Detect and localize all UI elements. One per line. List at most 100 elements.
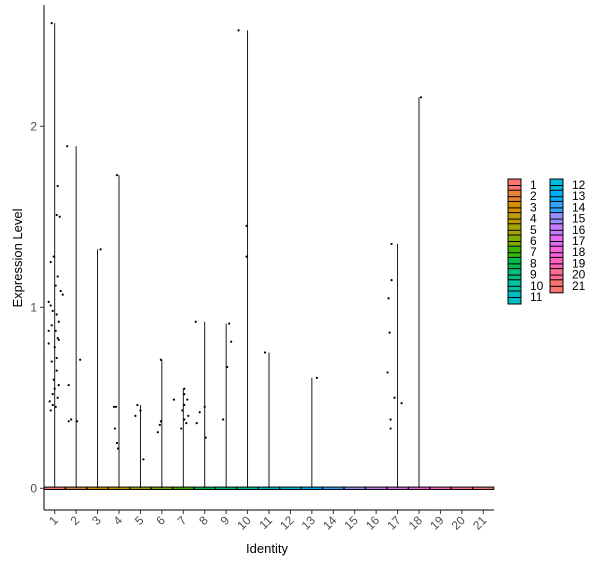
data-point	[389, 418, 392, 421]
legend-item-1: 1	[507, 178, 537, 193]
data-point	[57, 384, 60, 387]
data-point	[47, 300, 50, 303]
x-tick-label: 21	[470, 513, 490, 533]
data-point	[136, 403, 139, 407]
legend-label: 17	[572, 234, 586, 248]
data-point	[115, 441, 119, 445]
x-tick-label: 12	[277, 513, 297, 533]
data-point	[50, 22, 53, 25]
data-point	[181, 409, 184, 412]
data-point	[159, 358, 162, 361]
data-point	[228, 322, 231, 325]
data-point	[245, 224, 248, 227]
data-point	[263, 351, 267, 354]
legend-item-20: 20	[549, 268, 586, 283]
data-point	[53, 387, 56, 390]
data-point	[419, 96, 423, 99]
data-point	[56, 184, 59, 188]
x-axis-title: Identity	[246, 541, 288, 556]
data-point	[56, 336, 59, 340]
data-point	[76, 420, 79, 423]
data-point	[61, 293, 64, 296]
legend-item-19: 19	[549, 256, 586, 271]
data-point	[195, 422, 198, 425]
violin-group-20	[450, 486, 473, 490]
legend-item-10: 10	[507, 279, 544, 294]
violin-group-2	[65, 145, 88, 490]
x-tick-label: 5	[132, 513, 147, 528]
data-point	[99, 248, 102, 251]
legend-label: 14	[572, 200, 586, 214]
data-point	[70, 418, 73, 421]
data-point	[55, 356, 58, 360]
x-tick-label: 7	[175, 513, 190, 528]
data-point	[51, 393, 54, 396]
violin-body	[429, 486, 452, 490]
x-tick-label: 3	[89, 513, 104, 528]
x-tick-label: 11	[256, 513, 275, 532]
data-point	[56, 396, 59, 399]
data-point	[245, 255, 248, 258]
legend-label: 6	[530, 234, 537, 248]
data-point	[203, 405, 206, 408]
data-point	[183, 418, 186, 421]
violin-body	[365, 486, 388, 490]
legend-label: 1	[530, 178, 537, 192]
data-point	[156, 431, 159, 434]
data-point	[204, 436, 207, 439]
data-point	[159, 420, 162, 423]
data-point	[230, 340, 233, 343]
data-point	[113, 427, 117, 430]
legend-label: 19	[572, 256, 586, 270]
legend-label: 13	[572, 189, 586, 203]
data-point	[158, 423, 161, 427]
data-point	[67, 384, 70, 387]
legend-label: 5	[530, 223, 537, 237]
data-point	[115, 174, 119, 177]
data-point	[49, 409, 52, 412]
data-point	[393, 396, 396, 399]
violin-group-17	[386, 242, 409, 490]
violin-group-4	[108, 174, 130, 490]
legend-item-21: 21	[549, 279, 586, 294]
data-point	[53, 345, 56, 349]
violin-group-18	[408, 96, 430, 490]
x-tick-label: 9	[218, 513, 233, 528]
y-tick-label: 1	[30, 300, 37, 314]
violin-body	[450, 486, 473, 490]
legend-label: 3	[530, 200, 537, 214]
x-tick-label: 13	[299, 513, 319, 533]
x-tick-label: 6	[153, 513, 168, 528]
data-point	[57, 320, 60, 323]
data-point	[134, 414, 137, 417]
violin-group-11	[258, 351, 280, 490]
data-point	[390, 242, 393, 246]
data-point	[49, 260, 52, 264]
legend-label: 9	[530, 268, 537, 282]
legend-item-9: 9	[507, 268, 537, 283]
violin-group-13	[300, 376, 323, 490]
data-point	[315, 376, 318, 379]
legend-label: 7	[530, 245, 537, 259]
data-point	[186, 398, 189, 401]
data-point	[390, 279, 393, 282]
data-point	[50, 360, 53, 363]
data-point	[139, 409, 142, 412]
legend-label: 12	[572, 178, 586, 192]
violin-group-12	[279, 486, 302, 490]
legend-label: 16	[572, 223, 586, 237]
legend-item-4: 4	[507, 212, 537, 227]
violin-body	[279, 486, 302, 490]
legend-label: 10	[530, 279, 544, 293]
x-tick-label: 4	[110, 513, 125, 528]
legend-label: 18	[572, 245, 586, 259]
data-point	[172, 398, 175, 401]
violin-group-3	[86, 248, 109, 490]
data-point	[67, 420, 70, 423]
data-point	[51, 403, 54, 407]
data-point	[56, 275, 59, 278]
data-point	[47, 329, 50, 332]
x-tick-label: 15	[341, 513, 361, 533]
x-tick-label: 16	[363, 513, 383, 533]
